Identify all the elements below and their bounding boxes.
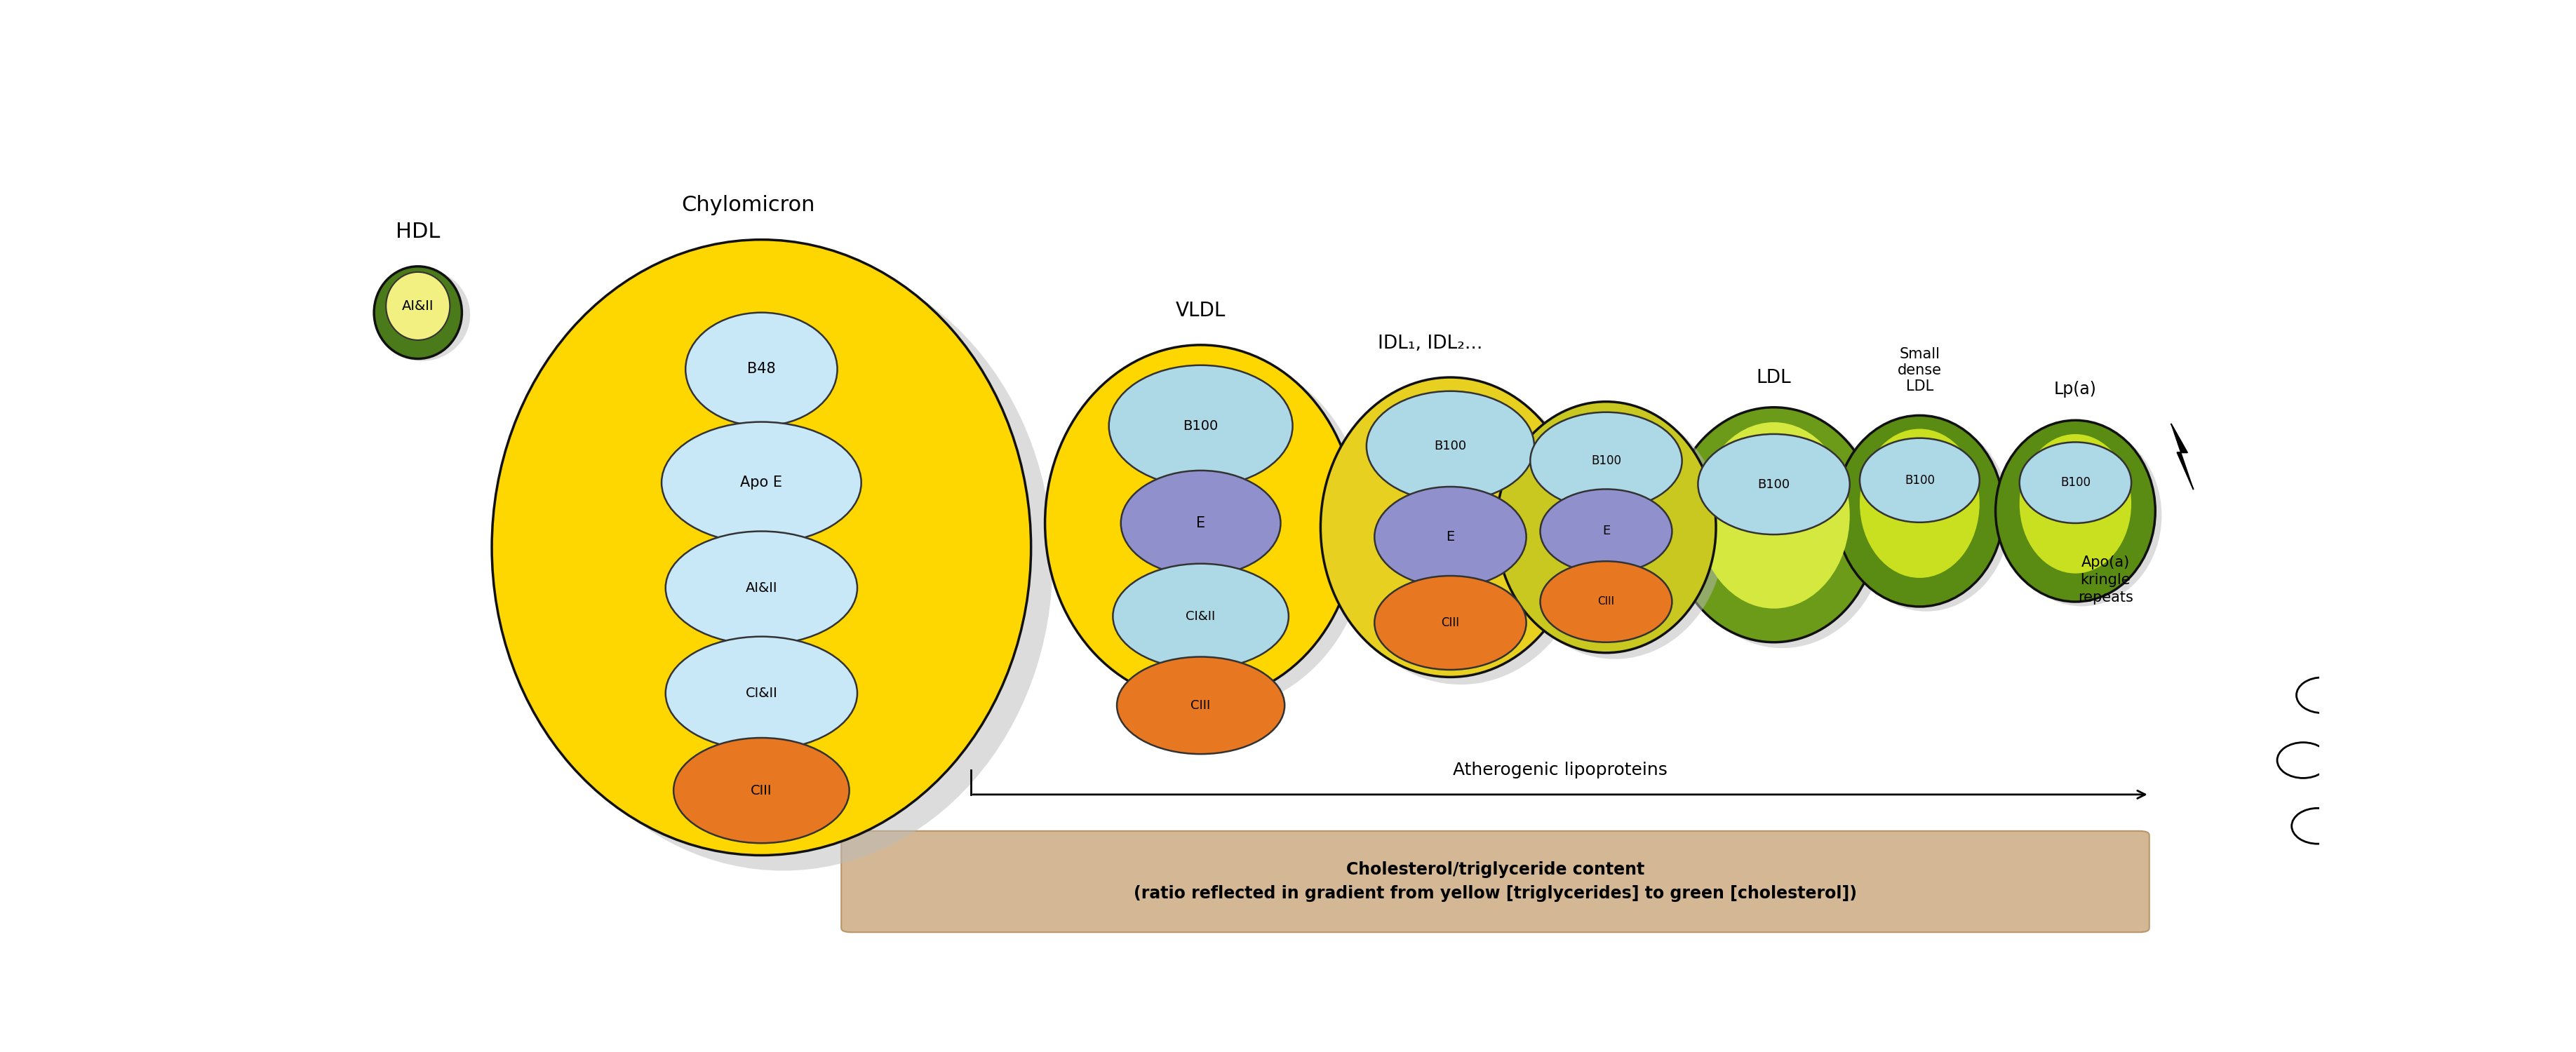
Ellipse shape — [662, 422, 860, 544]
Ellipse shape — [1056, 353, 1368, 710]
Ellipse shape — [386, 272, 451, 340]
Ellipse shape — [1365, 391, 1533, 502]
Ellipse shape — [1046, 345, 1355, 702]
Ellipse shape — [374, 268, 469, 361]
Ellipse shape — [1994, 421, 2154, 602]
Ellipse shape — [1121, 470, 1280, 575]
Ellipse shape — [1530, 412, 1682, 509]
Text: Lp(a): Lp(a) — [2053, 381, 2097, 398]
Text: B48: B48 — [747, 362, 775, 377]
Text: B100: B100 — [1182, 420, 1218, 432]
FancyBboxPatch shape — [842, 831, 2148, 932]
Text: B100: B100 — [1589, 454, 1620, 467]
Ellipse shape — [665, 531, 858, 645]
Ellipse shape — [1860, 438, 1978, 523]
Ellipse shape — [1373, 487, 1525, 587]
Text: Cholesterol/triglyceride content
(ratio reflected in gradient from yellow [trigl: Cholesterol/triglyceride content (ratio … — [1133, 862, 1857, 902]
Text: E: E — [1602, 525, 1610, 538]
Ellipse shape — [2020, 442, 2130, 523]
Ellipse shape — [1698, 434, 1850, 534]
Ellipse shape — [2020, 434, 2130, 573]
Text: CIII: CIII — [750, 784, 773, 797]
Ellipse shape — [374, 266, 461, 359]
Text: CI&II: CI&II — [1185, 610, 1216, 623]
Text: B100: B100 — [2061, 477, 2089, 489]
Ellipse shape — [1677, 413, 1886, 648]
Text: CIII: CIII — [1190, 700, 1211, 712]
Text: B100: B100 — [1435, 440, 1466, 452]
Text: E: E — [1195, 517, 1206, 530]
Ellipse shape — [2002, 425, 2161, 606]
Text: IDL₁, IDL₂...: IDL₁, IDL₂... — [1378, 335, 1481, 353]
Ellipse shape — [1860, 429, 1978, 578]
Text: E: E — [1445, 530, 1455, 544]
Text: CIII: CIII — [1440, 616, 1458, 629]
Text: Atherogenic lipoproteins: Atherogenic lipoproteins — [1453, 762, 1667, 778]
Ellipse shape — [1540, 561, 1672, 642]
Text: CI&II: CI&II — [744, 687, 778, 700]
Ellipse shape — [1842, 420, 2009, 611]
Text: Apo(a)
kringle
repeats: Apo(a) kringle repeats — [2076, 555, 2133, 604]
Text: Apo E: Apo E — [739, 476, 783, 489]
Text: HDL: HDL — [397, 222, 440, 242]
Ellipse shape — [1113, 564, 1288, 669]
Ellipse shape — [1504, 408, 1723, 659]
Ellipse shape — [1319, 378, 1579, 677]
Ellipse shape — [1540, 489, 1672, 573]
Ellipse shape — [665, 636, 858, 750]
Ellipse shape — [1108, 365, 1293, 487]
Ellipse shape — [1115, 656, 1285, 754]
Ellipse shape — [1373, 575, 1525, 670]
Ellipse shape — [1669, 407, 1878, 642]
Text: AI&II: AI&II — [402, 300, 433, 312]
Ellipse shape — [1834, 416, 2004, 607]
Text: Small
dense
LDL: Small dense LDL — [1896, 347, 1942, 393]
Text: AI&II: AI&II — [744, 582, 778, 594]
Text: LDL: LDL — [1757, 369, 1790, 387]
Text: CIII: CIII — [1597, 596, 1615, 607]
Polygon shape — [2172, 424, 2192, 489]
Ellipse shape — [492, 240, 1030, 855]
Ellipse shape — [513, 255, 1051, 871]
Ellipse shape — [1698, 422, 1850, 608]
Ellipse shape — [685, 312, 837, 426]
Text: B100: B100 — [1904, 473, 1935, 486]
Text: B100: B100 — [1757, 478, 1790, 490]
Ellipse shape — [672, 737, 850, 843]
Text: VLDL: VLDL — [1175, 301, 1226, 321]
Ellipse shape — [1497, 402, 1716, 652]
Text: Chylomicron: Chylomicron — [680, 195, 814, 216]
Ellipse shape — [1332, 385, 1589, 685]
